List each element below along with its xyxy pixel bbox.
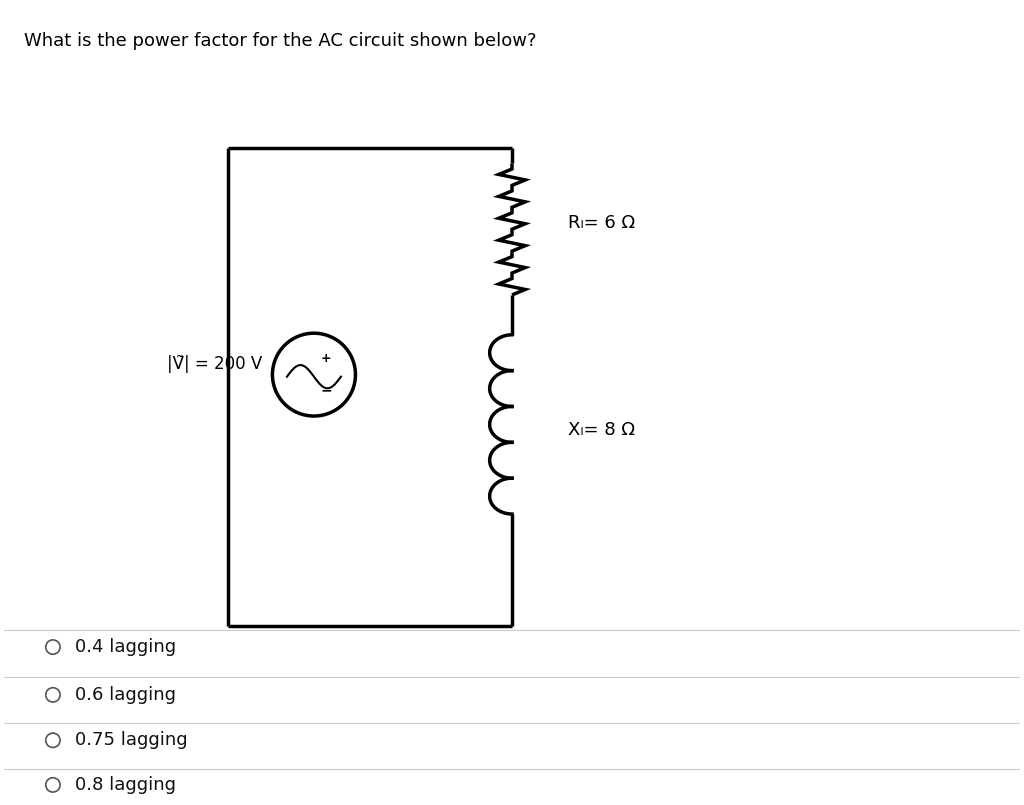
Text: Xₗ= 8 Ω: Xₗ= 8 Ω (568, 421, 635, 440)
Text: |Ṽ| = 200 V: |Ṽ| = 200 V (167, 355, 262, 374)
Text: 0.8 lagging: 0.8 lagging (75, 776, 176, 794)
Text: What is the power factor for the AC circuit shown below?: What is the power factor for the AC circ… (25, 32, 537, 50)
Text: 0.75 lagging: 0.75 lagging (75, 731, 187, 749)
Text: Rₗ= 6 Ω: Rₗ= 6 Ω (568, 214, 635, 233)
Text: 0.6 lagging: 0.6 lagging (75, 686, 176, 704)
Text: −: − (321, 383, 332, 398)
Text: +: + (322, 353, 332, 365)
Text: 0.4 lagging: 0.4 lagging (75, 638, 176, 656)
